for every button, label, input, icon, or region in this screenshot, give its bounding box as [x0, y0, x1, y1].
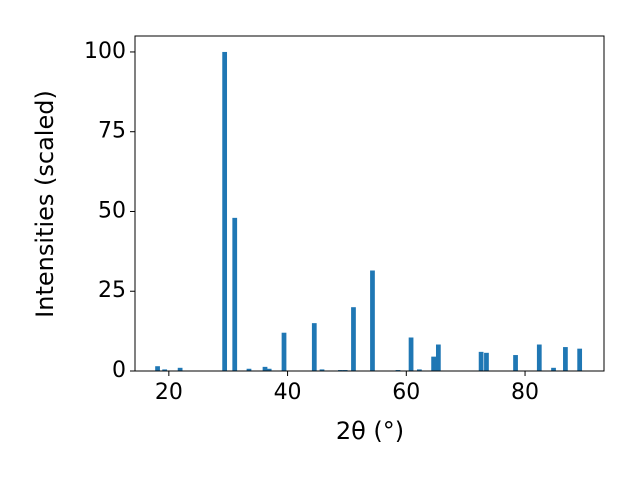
bar	[232, 217, 238, 371]
bar	[351, 307, 356, 371]
x-tick-label: 40	[274, 380, 302, 405]
bar	[281, 332, 287, 371]
y-tick-label: 25	[98, 278, 126, 303]
bar	[266, 368, 272, 371]
bar	[408, 337, 414, 371]
y-tick-label: 100	[84, 39, 126, 64]
x-tick-label: 20	[155, 380, 183, 405]
x-axis-label: 2θ (°)	[336, 417, 404, 445]
y-tick-label: 0	[112, 358, 126, 383]
plot-frame	[134, 35, 605, 372]
bar	[513, 355, 518, 371]
bar	[431, 356, 436, 371]
y-axis-label: Intensities (scaled)	[31, 90, 59, 318]
y-tick-label: 50	[98, 198, 126, 223]
bar	[551, 367, 556, 371]
bar	[162, 369, 168, 371]
bar	[536, 344, 542, 371]
bar	[416, 369, 422, 371]
bar	[484, 352, 489, 371]
y-tick-label: 75	[98, 119, 126, 144]
x-tick-label: 80	[511, 380, 539, 405]
bar	[577, 348, 583, 371]
bar	[319, 369, 325, 371]
bar	[370, 270, 375, 371]
bar	[246, 368, 252, 371]
bar	[311, 323, 317, 371]
bar	[222, 51, 228, 371]
bar	[177, 367, 183, 371]
bar	[563, 347, 568, 371]
bar	[478, 351, 484, 371]
bar	[435, 344, 441, 371]
bar	[155, 366, 160, 371]
x-tick-label: 60	[392, 380, 420, 405]
bar	[262, 366, 268, 371]
